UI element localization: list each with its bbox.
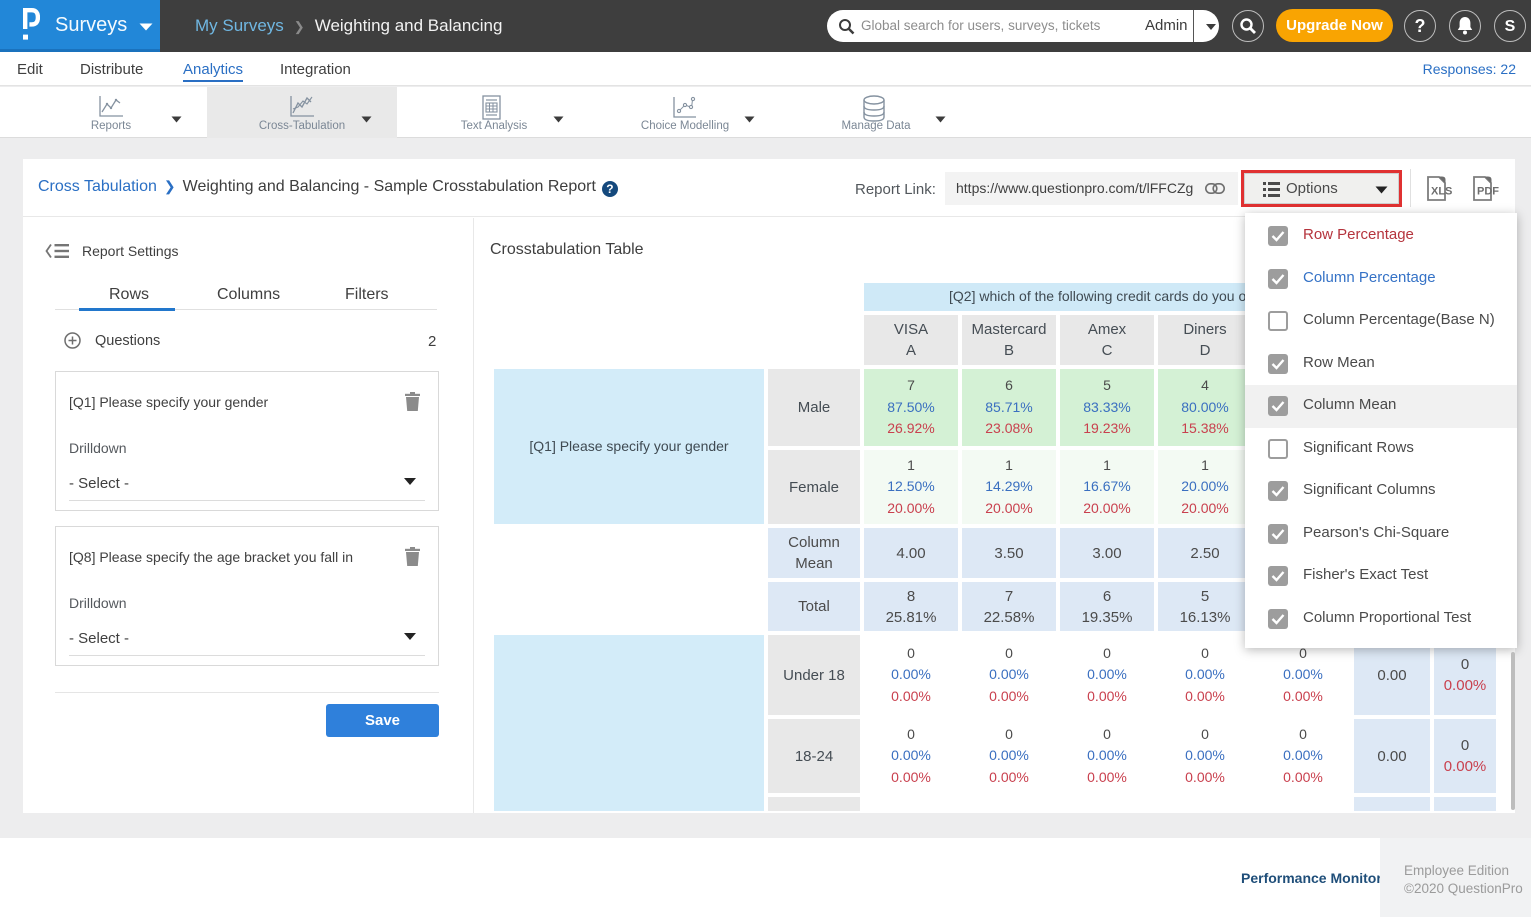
svg-text:XLS: XLS (1431, 186, 1452, 198)
svg-text:PDF: PDF (1477, 186, 1499, 198)
